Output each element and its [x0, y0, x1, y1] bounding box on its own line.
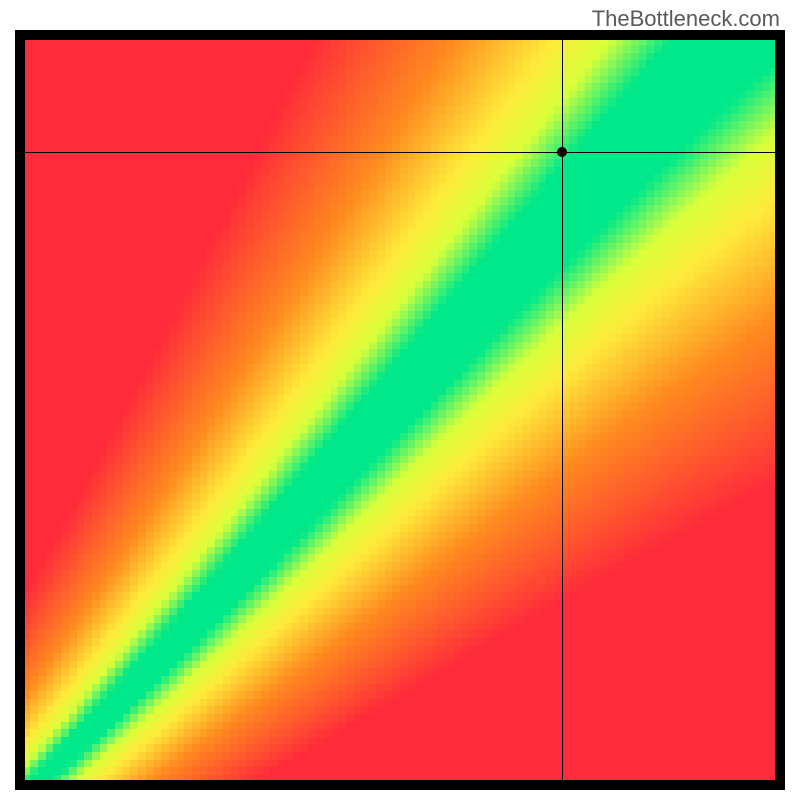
- heatmap-grid: [15, 30, 785, 790]
- bottleneck-heatmap: [15, 30, 785, 790]
- crosshair-marker: [557, 147, 567, 157]
- crosshair-horizontal: [15, 152, 785, 153]
- watermark: TheBottleneck.com: [592, 6, 780, 32]
- crosshair-vertical: [562, 30, 563, 790]
